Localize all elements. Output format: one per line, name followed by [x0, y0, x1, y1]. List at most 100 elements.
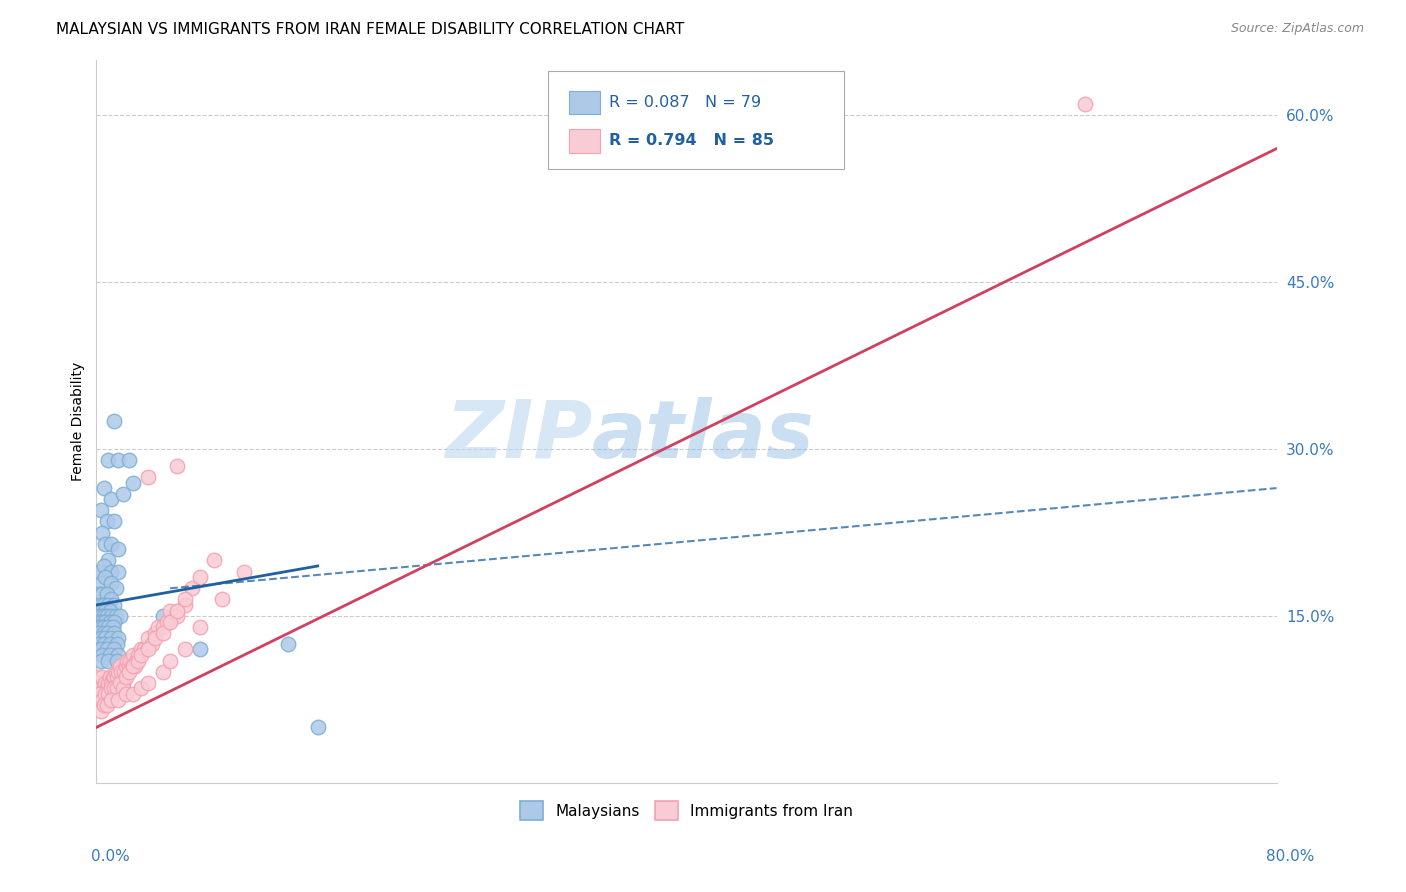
Point — [152, 609, 174, 624]
Point — [118, 659, 141, 673]
Point — [104, 581, 127, 595]
Point — [152, 620, 174, 634]
Point — [143, 625, 166, 640]
Point — [96, 681, 118, 696]
Point — [117, 654, 139, 668]
Point — [103, 670, 125, 684]
Point — [87, 670, 110, 684]
Point — [91, 692, 114, 706]
Point — [173, 598, 195, 612]
Point — [93, 481, 115, 495]
Point — [90, 575, 112, 590]
Point — [94, 603, 117, 617]
Point — [90, 642, 112, 657]
Point — [100, 537, 122, 551]
Point — [97, 453, 120, 467]
Point — [188, 642, 211, 657]
Point — [129, 642, 152, 657]
Point — [122, 687, 145, 701]
Point — [101, 620, 124, 634]
Point — [127, 654, 149, 668]
Point — [100, 609, 122, 624]
Point — [211, 592, 233, 607]
Point — [129, 648, 152, 662]
Point — [93, 620, 115, 634]
Point — [94, 615, 117, 629]
Text: atlas: atlas — [592, 397, 815, 475]
Point — [98, 670, 121, 684]
Point — [94, 687, 117, 701]
Point — [93, 609, 115, 624]
Point — [122, 648, 145, 662]
Point — [89, 603, 111, 617]
Point — [93, 625, 115, 640]
Point — [96, 698, 118, 713]
Point — [159, 615, 181, 629]
Point — [90, 598, 112, 612]
Point — [104, 609, 127, 624]
Point — [159, 654, 181, 668]
Point — [122, 659, 145, 673]
Point — [143, 632, 166, 646]
Text: R = 0.087   N = 79: R = 0.087 N = 79 — [609, 95, 761, 110]
Point — [136, 676, 159, 690]
Point — [107, 565, 129, 579]
Point — [156, 615, 179, 629]
Point — [277, 637, 299, 651]
Text: R = 0.794   N = 85: R = 0.794 N = 85 — [609, 134, 773, 148]
Point — [107, 453, 129, 467]
Point — [307, 720, 329, 734]
Point — [100, 632, 122, 646]
Point — [103, 625, 125, 640]
Point — [159, 603, 181, 617]
Point — [94, 537, 117, 551]
Point — [97, 625, 120, 640]
Point — [100, 575, 122, 590]
Point — [93, 637, 115, 651]
Point — [115, 687, 138, 701]
Point — [118, 665, 141, 679]
Point — [107, 665, 129, 679]
Point — [98, 603, 121, 617]
Point — [103, 598, 125, 612]
Point — [89, 637, 111, 651]
Point — [173, 642, 195, 657]
Point — [91, 603, 114, 617]
Point — [232, 565, 254, 579]
Point — [173, 592, 195, 607]
Point — [91, 525, 114, 540]
Point — [105, 637, 128, 651]
Point — [105, 681, 128, 696]
Point — [100, 692, 122, 706]
Point — [188, 570, 211, 584]
Point — [90, 681, 112, 696]
Point — [104, 665, 127, 679]
Point — [89, 587, 111, 601]
Point — [118, 453, 141, 467]
Point — [97, 620, 120, 634]
Point — [91, 670, 114, 684]
Point — [93, 598, 115, 612]
Point — [166, 603, 188, 617]
Point — [129, 681, 152, 696]
Point — [90, 609, 112, 624]
Point — [98, 637, 121, 651]
Point — [100, 592, 122, 607]
Point — [136, 470, 159, 484]
Point — [188, 620, 211, 634]
Point — [107, 692, 129, 706]
Point — [89, 687, 111, 701]
Point — [97, 676, 120, 690]
Point — [89, 565, 111, 579]
Point — [127, 648, 149, 662]
Legend: Malaysians, Immigrants from Iran: Malaysians, Immigrants from Iran — [515, 795, 859, 826]
Point — [121, 659, 143, 673]
Point — [100, 492, 122, 507]
Point — [93, 681, 115, 696]
Point — [108, 659, 131, 673]
Point — [107, 632, 129, 646]
Point — [91, 587, 114, 601]
Point — [152, 625, 174, 640]
Point — [115, 670, 138, 684]
Point — [107, 542, 129, 557]
